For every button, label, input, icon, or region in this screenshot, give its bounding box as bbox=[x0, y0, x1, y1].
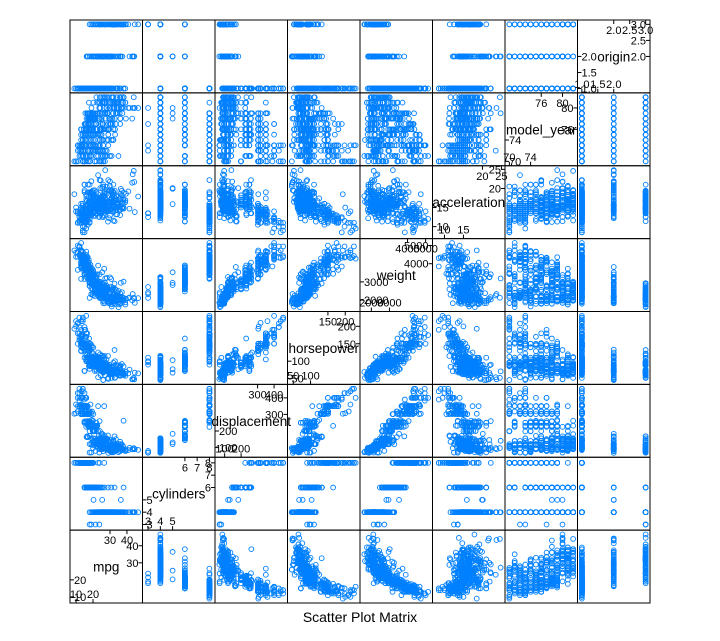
panel-frame bbox=[578, 93, 651, 166]
panel-frame bbox=[143, 530, 216, 603]
panel-horsepower-vs-origin bbox=[289, 22, 358, 91]
data-point bbox=[158, 54, 163, 59]
panel-frame bbox=[143, 20, 216, 93]
data-point bbox=[158, 86, 163, 91]
data-point bbox=[182, 86, 187, 91]
panel-mpg-vs-origin bbox=[72, 22, 141, 91]
panel-weight-vs-origin bbox=[362, 22, 431, 91]
data-point bbox=[182, 22, 187, 27]
panel-frame bbox=[143, 93, 216, 166]
data-point bbox=[158, 22, 163, 27]
panel-frame bbox=[143, 384, 216, 457]
panel-frame bbox=[505, 457, 578, 530]
data-point bbox=[132, 22, 137, 27]
panel-frame bbox=[360, 457, 433, 530]
data-point bbox=[146, 22, 151, 27]
panel-displacement-vs-origin bbox=[217, 22, 286, 91]
data-point bbox=[182, 54, 187, 59]
panel-frame bbox=[288, 457, 361, 530]
panel-frame bbox=[578, 457, 651, 530]
panel-frame bbox=[215, 457, 288, 530]
panel-cylinders-vs-origin bbox=[146, 22, 212, 91]
panel-frame bbox=[70, 457, 143, 530]
panel-frame bbox=[143, 239, 216, 312]
panel-frame bbox=[433, 457, 506, 530]
panel-frame bbox=[143, 312, 216, 385]
data-point bbox=[207, 86, 212, 91]
panel-frame bbox=[143, 166, 216, 239]
panel-frame bbox=[505, 20, 578, 93]
data-point bbox=[170, 54, 175, 59]
